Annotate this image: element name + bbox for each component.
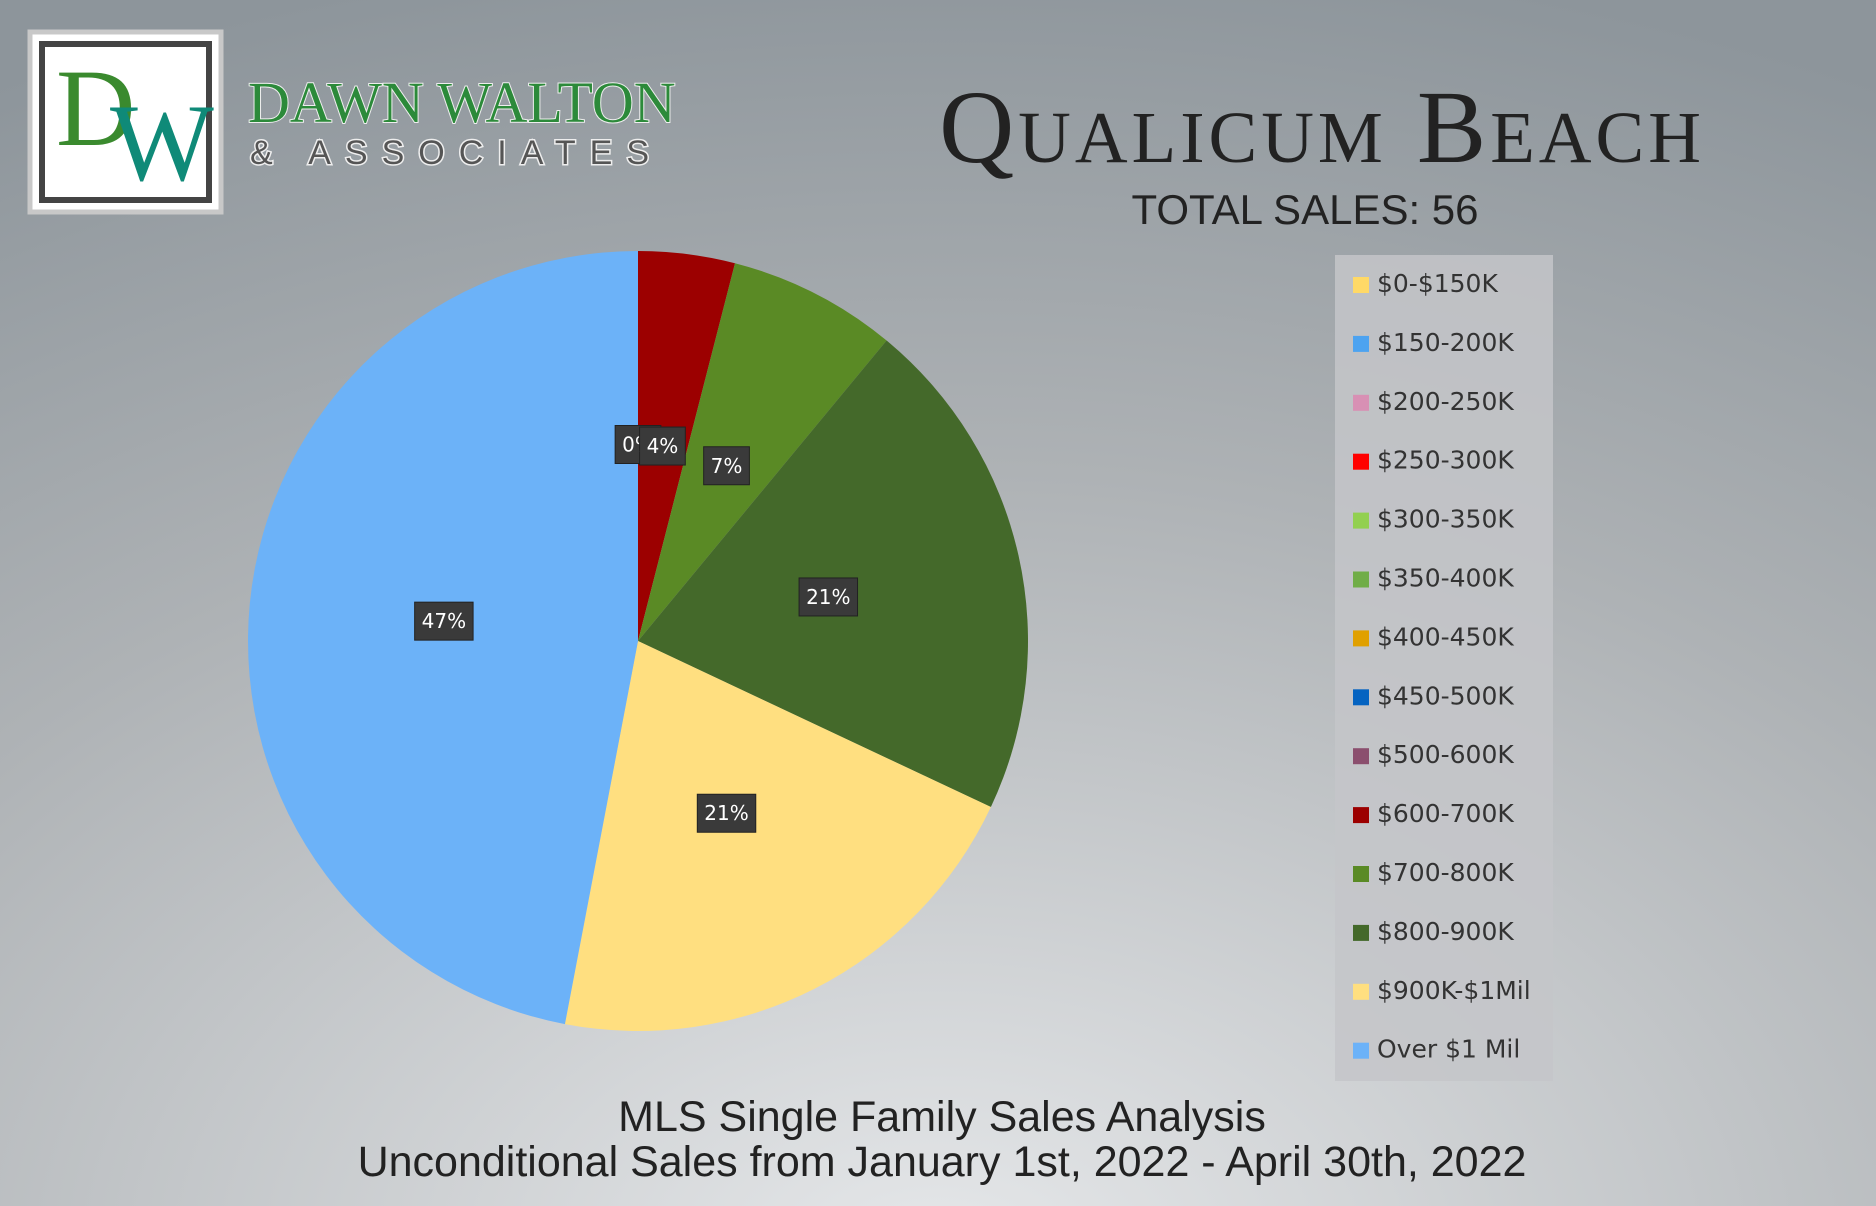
logo-letter: D — [56, 47, 135, 169]
chart-title: Qualicum Beach — [939, 70, 1705, 185]
data-label: 4% — [647, 434, 679, 458]
data-label-box — [703, 446, 750, 486]
legend-box — [1335, 255, 1553, 1081]
data-label-box — [639, 426, 686, 466]
pie-slice — [638, 251, 735, 641]
legend-swatch — [1353, 394, 1369, 411]
logo-border — [39, 41, 212, 203]
legend-swatch — [1353, 630, 1369, 647]
legend-swatch — [1353, 277, 1369, 293]
footer-line: MLS Single Family Sales Analysis — [618, 1093, 1266, 1141]
legend-swatch — [1353, 807, 1369, 824]
legend-label: $0-$150K — [1377, 269, 1498, 298]
pie-slice — [638, 340, 1028, 808]
legend-label: $600-700K — [1377, 799, 1514, 828]
pie-slice — [564, 641, 991, 1031]
logo-name: DAWN WALTON — [248, 70, 676, 135]
legend-swatch — [1353, 748, 1369, 765]
legend-swatch — [1353, 866, 1369, 882]
data-label: 21% — [704, 801, 748, 825]
legend-swatch — [1353, 335, 1369, 352]
legend-swatch — [1353, 571, 1369, 588]
legend-label: $800-900K — [1377, 917, 1514, 946]
legend-label: $350-400K — [1377, 564, 1514, 593]
logo-tagline: & ASSOCIATES — [250, 134, 663, 172]
legend-label: $400-450K — [1377, 622, 1514, 651]
footer-line: Unconditional Sales from January 1st, 20… — [358, 1138, 1527, 1186]
legend-swatch — [1353, 453, 1369, 470]
legend-label: $250-300K — [1377, 446, 1514, 475]
legend-label: $700-800K — [1377, 858, 1514, 887]
chart-subtitle: TOTAL SALES: 56 — [1131, 186, 1478, 233]
logo-letter: W — [110, 82, 214, 204]
legend-swatch — [1353, 924, 1369, 941]
legend-label: $900K-$1Mil — [1377, 976, 1531, 1005]
data-label-box — [414, 601, 474, 641]
data-label: 21% — [806, 585, 850, 609]
legend-label: $200-250K — [1377, 387, 1514, 416]
data-label: 47% — [422, 609, 466, 633]
data-label: 7% — [711, 454, 743, 478]
legend-swatch — [1353, 689, 1369, 706]
logo-frame — [27, 29, 224, 215]
legend-label: $450-500K — [1377, 681, 1514, 710]
legend-label: $500-600K — [1377, 740, 1514, 769]
legend-label: $300-350K — [1377, 505, 1514, 534]
legend-label: Over $1 Mil — [1377, 1035, 1520, 1064]
pie-slice — [638, 263, 887, 641]
legend-label: $150-200K — [1377, 328, 1514, 357]
legend-swatch — [1353, 1042, 1369, 1059]
legend-swatch — [1353, 512, 1369, 529]
legend-swatch — [1353, 983, 1369, 1000]
data-label-box — [696, 793, 757, 833]
data-label-box — [798, 577, 859, 617]
